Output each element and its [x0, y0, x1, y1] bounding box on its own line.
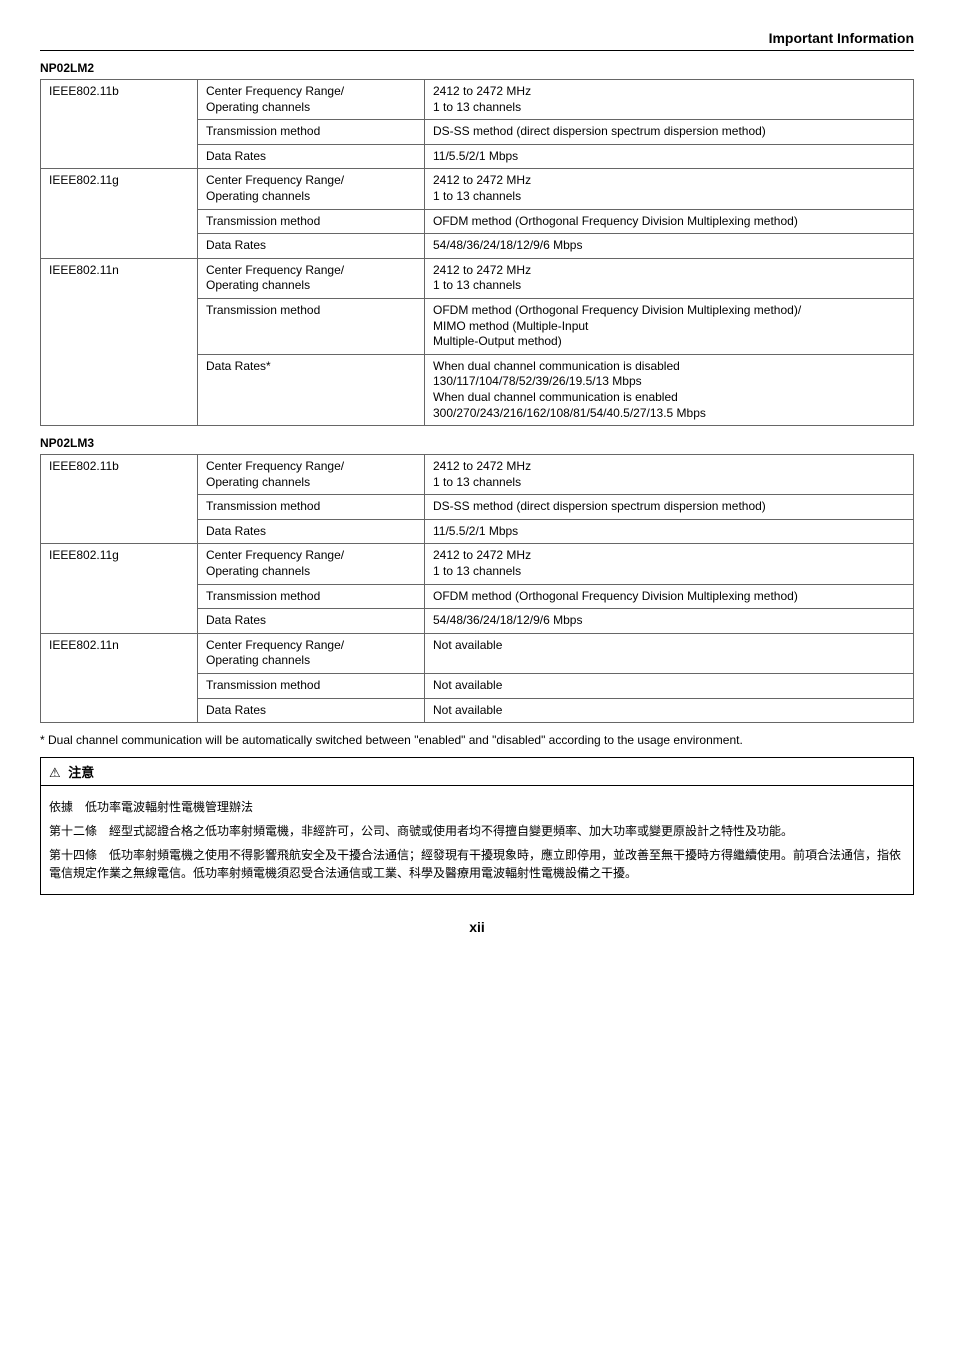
caution-p1: 依據 低功率電波輻射性電機管理辦法 — [49, 798, 905, 816]
page-number: xii — [40, 919, 914, 935]
spec-param-cell: Transmission method — [198, 495, 425, 520]
section-title: Important Information — [40, 30, 914, 46]
spec-param-cell: Transmission method — [198, 120, 425, 145]
footnote: * Dual channel communication will be aut… — [40, 733, 914, 747]
spec-param-cell: Transmission method — [198, 674, 425, 699]
spec-value-cell: 2412 to 2472 MHz1 to 13 channels — [425, 80, 914, 120]
model1-heading: NP02LM2 — [40, 61, 914, 75]
spec-param-cell: Data Rates — [198, 698, 425, 723]
model1-table: IEEE802.11bCenter Frequency Range/Operat… — [40, 79, 914, 426]
spec-value-cell: 2412 to 2472 MHz1 to 13 channels — [425, 169, 914, 209]
spec-param-cell: Data Rates — [198, 519, 425, 544]
caution-p3: 第十四條 低功率射頻電機之使用不得影響飛航安全及干擾合法通信；經發現有干擾現象時… — [49, 846, 905, 882]
caution-box: ⚠ 注意 依據 低功率電波輻射性電機管理辦法 第十二條 經型式認證合格之低功率射… — [40, 757, 914, 895]
spec-param-cell: Center Frequency Range/Operating channel… — [198, 633, 425, 673]
spec-param-cell: Center Frequency Range/Operating channel… — [198, 169, 425, 209]
spec-standard-cell: IEEE802.11b — [41, 80, 198, 169]
spec-param-cell: Center Frequency Range/Operating channel… — [198, 455, 425, 495]
table-row: IEEE802.11gCenter Frequency Range/Operat… — [41, 169, 914, 209]
spec-param-cell: Transmission method — [198, 209, 425, 234]
divider — [40, 50, 914, 51]
spec-param-cell: Center Frequency Range/Operating channel… — [198, 80, 425, 120]
model2-heading: NP02LM3 — [40, 436, 914, 450]
caution-body: 依據 低功率電波輻射性電機管理辦法 第十二條 經型式認證合格之低功率射頻電機，非… — [41, 786, 913, 894]
spec-param-cell: Data Rates — [198, 144, 425, 169]
caution-title: ⚠ 注意 — [41, 758, 913, 786]
table-row: IEEE802.11nCenter Frequency Range/Operat… — [41, 633, 914, 673]
spec-value-cell: OFDM method (Orthogonal Frequency Divisi… — [425, 209, 914, 234]
spec-value-cell: 11/5.5/2/1 Mbps — [425, 519, 914, 544]
spec-standard-cell: IEEE802.11n — [41, 633, 198, 722]
spec-value-cell: DS-SS method (direct dispersion spectrum… — [425, 120, 914, 145]
spec-param-cell: Center Frequency Range/Operating channel… — [198, 544, 425, 584]
spec-value-cell: OFDM method (Orthogonal Frequency Divisi… — [425, 584, 914, 609]
spec-value-cell: 11/5.5/2/1 Mbps — [425, 144, 914, 169]
spec-param-cell: Transmission method — [198, 298, 425, 354]
spec-param-cell: Center Frequency Range/Operating channel… — [198, 258, 425, 298]
spec-value-cell: 54/48/36/24/18/12/9/6 Mbps — [425, 234, 914, 259]
spec-standard-cell: IEEE802.11b — [41, 455, 198, 544]
spec-param-cell: Data Rates* — [198, 354, 425, 425]
spec-value-cell: OFDM method (Orthogonal Frequency Divisi… — [425, 298, 914, 354]
table-row: IEEE802.11bCenter Frequency Range/Operat… — [41, 455, 914, 495]
table-row: IEEE802.11nCenter Frequency Range/Operat… — [41, 258, 914, 298]
spec-value-cell: DS-SS method (direct dispersion spectrum… — [425, 495, 914, 520]
spec-param-cell: Transmission method — [198, 584, 425, 609]
spec-value-cell: 2412 to 2472 MHz1 to 13 channels — [425, 544, 914, 584]
spec-value-cell: When dual channel communication is disab… — [425, 354, 914, 425]
spec-value-cell: Not available — [425, 698, 914, 723]
table-row: IEEE802.11bCenter Frequency Range/Operat… — [41, 80, 914, 120]
spec-standard-cell: IEEE802.11n — [41, 258, 198, 425]
spec-value-cell: 54/48/36/24/18/12/9/6 Mbps — [425, 609, 914, 634]
spec-value-cell: Not available — [425, 674, 914, 699]
spec-standard-cell: IEEE802.11g — [41, 544, 198, 633]
spec-param-cell: Data Rates — [198, 609, 425, 634]
spec-value-cell: 2412 to 2472 MHz1 to 13 channels — [425, 258, 914, 298]
model2-table: IEEE802.11bCenter Frequency Range/Operat… — [40, 454, 914, 723]
table-row: IEEE802.11gCenter Frequency Range/Operat… — [41, 544, 914, 584]
spec-value-cell: 2412 to 2472 MHz1 to 13 channels — [425, 455, 914, 495]
warning-icon: ⚠ — [49, 765, 61, 781]
spec-value-cell: Not available — [425, 633, 914, 673]
caution-title-text: 注意 — [68, 765, 94, 780]
spec-standard-cell: IEEE802.11g — [41, 169, 198, 258]
spec-param-cell: Data Rates — [198, 234, 425, 259]
caution-p2: 第十二條 經型式認證合格之低功率射頻電機，非經許可，公司、商號或使用者均不得擅自… — [49, 822, 905, 840]
